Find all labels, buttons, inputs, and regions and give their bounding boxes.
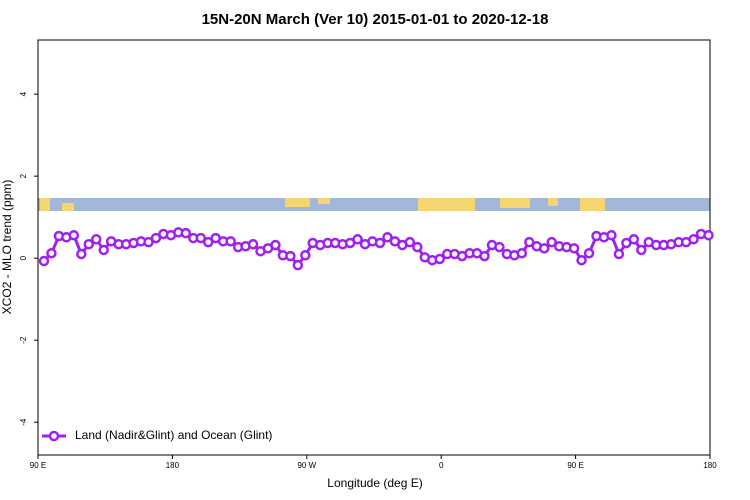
data-point xyxy=(98,244,109,256)
data-point xyxy=(538,243,550,254)
legend-label: Land (Nadir&Glint) and Ocean (Glint) xyxy=(75,428,272,442)
map-strip xyxy=(38,198,710,211)
data-point xyxy=(143,236,154,248)
x-tick-label: 0 xyxy=(439,461,444,470)
data-point xyxy=(606,229,617,241)
data-point xyxy=(195,232,207,244)
chart-title: 15N-20N March (Ver 10) 2015-01-01 to 202… xyxy=(202,11,549,28)
y-tick-label: 4 xyxy=(19,91,28,96)
data-point xyxy=(636,244,647,256)
data-point xyxy=(285,250,296,262)
data-point xyxy=(628,234,640,245)
y-axis-label: XCO2 - MLO trend (ppm) xyxy=(0,180,14,315)
legend-marker xyxy=(48,430,60,442)
data-point xyxy=(292,259,304,271)
data-point xyxy=(300,250,311,261)
data-point xyxy=(382,231,393,243)
data-point xyxy=(479,250,490,262)
data-point xyxy=(374,237,386,249)
y-tick-label: -2 xyxy=(19,336,28,344)
y-tick-label: 2 xyxy=(19,173,28,178)
x-tick-label: 180 xyxy=(703,461,717,470)
data-point xyxy=(90,234,102,245)
data-point xyxy=(180,227,192,239)
data-point xyxy=(202,236,214,248)
data-point xyxy=(46,247,57,259)
x-tick-label: 90 E xyxy=(30,461,46,470)
x-tick-label: 180 xyxy=(166,461,180,470)
x-axis-label: Longitude (deg E) xyxy=(327,476,422,490)
data-point xyxy=(412,241,423,253)
data-point xyxy=(703,229,714,241)
data-point xyxy=(516,247,528,259)
data-point xyxy=(38,255,50,267)
data-point xyxy=(404,236,416,248)
data-point xyxy=(688,234,699,245)
data-point xyxy=(225,236,236,247)
y-tick-label: -4 xyxy=(19,418,28,426)
x-tick-label: 90 W xyxy=(297,461,316,470)
data-point xyxy=(83,238,95,250)
data-point xyxy=(150,232,162,244)
data-point xyxy=(576,254,587,266)
data-point xyxy=(434,253,445,265)
data-point xyxy=(270,239,281,251)
y-tick-label: 0 xyxy=(19,255,28,260)
data-point xyxy=(568,243,580,254)
data-point xyxy=(494,241,505,253)
data-point xyxy=(76,248,87,260)
data-point xyxy=(524,236,535,248)
data-point xyxy=(583,247,595,259)
x-tick-label: 90 E xyxy=(567,461,583,470)
data-point xyxy=(546,236,557,248)
data-point xyxy=(613,248,625,260)
data-point xyxy=(352,234,363,245)
data-point xyxy=(247,238,259,250)
data-point xyxy=(68,229,80,241)
plot-frame xyxy=(37,39,711,456)
